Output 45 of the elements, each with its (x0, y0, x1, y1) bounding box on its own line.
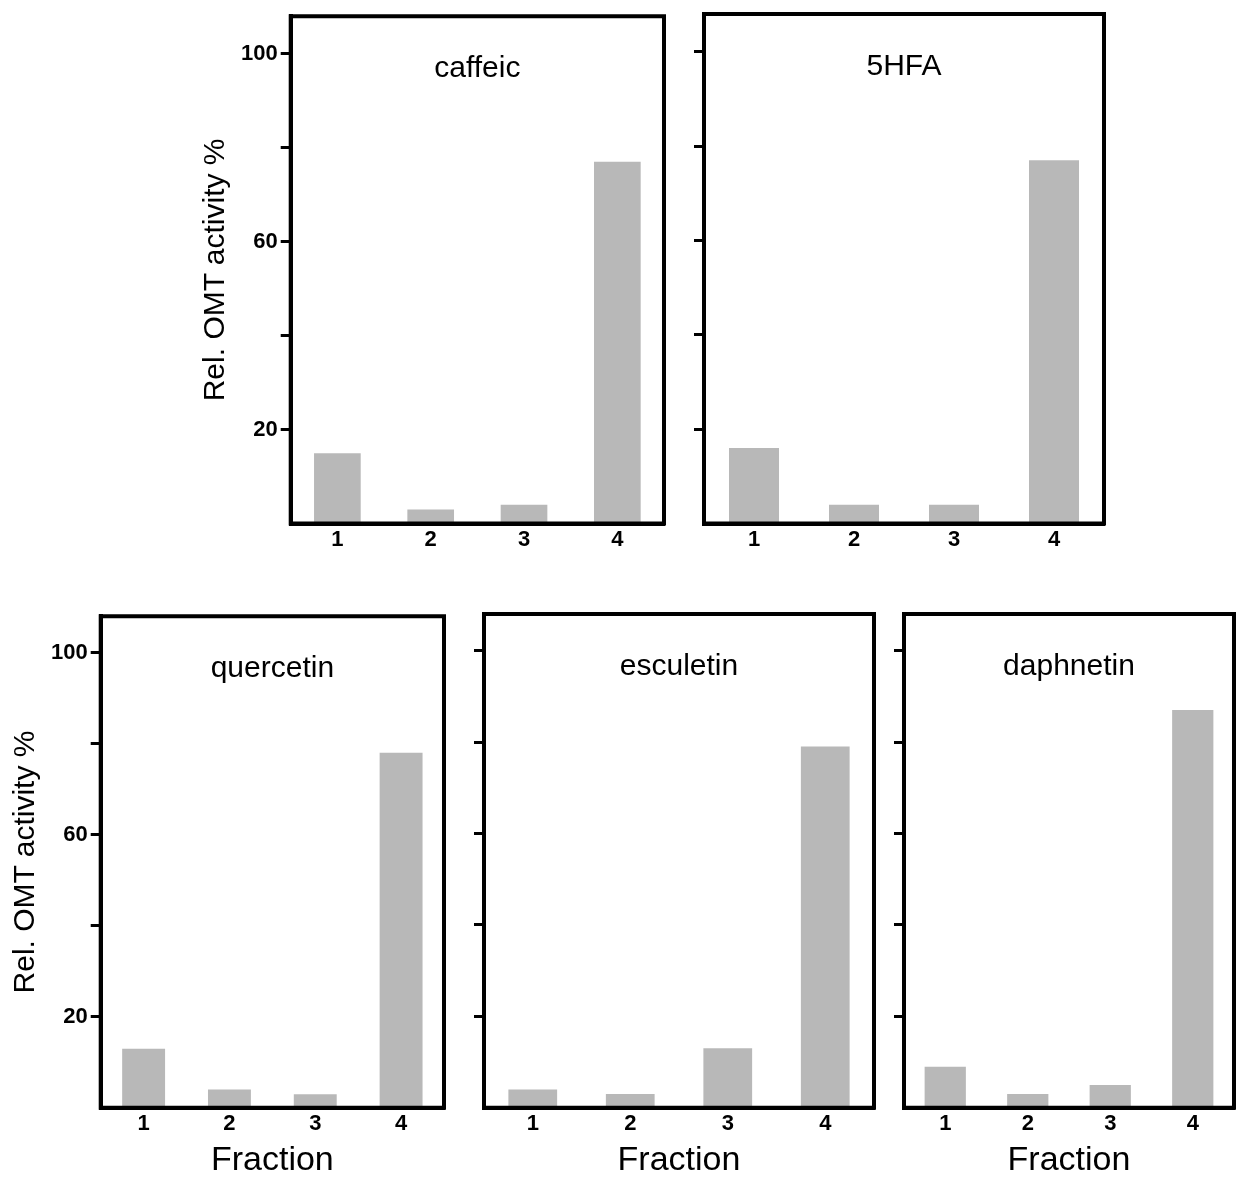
x-tick-label: 2 (223, 1110, 236, 1136)
y-tick-label: 20 (253, 415, 278, 441)
text: esculetin (619, 648, 739, 682)
x-axis-title: Fraction (617, 1138, 741, 1177)
x-axis-title: Fraction (1007, 1138, 1131, 1177)
bar (122, 1048, 166, 1108)
x-tick-label: 3 (721, 1110, 734, 1136)
bar (800, 746, 850, 1108)
text: quercetin (210, 650, 335, 684)
x-tick-label: 2 (624, 1110, 637, 1136)
x-tick-label: 1 (939, 1110, 952, 1136)
x-tick-label: 4 (1186, 1110, 1200, 1136)
text: daphnetin (1003, 648, 1135, 682)
bar (924, 1066, 966, 1108)
bar (379, 752, 423, 1108)
x-tick-label: 2 (847, 525, 861, 551)
x-tick-label: 3 (1104, 1110, 1117, 1136)
x-tick-label: 4 (819, 1110, 833, 1136)
x-tick-label: 2 (1021, 1110, 1034, 1136)
text: 5HFA (866, 48, 942, 82)
x-tick-label: 4 (394, 1110, 408, 1136)
x-tick-label: 3 (517, 525, 531, 551)
x-tick-label: 1 (137, 1110, 150, 1136)
x-tick-label: 1 (526, 1110, 539, 1136)
x-tick-label: 3 (947, 525, 961, 551)
x-axis-title: Fraction (210, 1138, 334, 1177)
y-tick-label: 100 (50, 638, 88, 664)
x-tick-label: 1 (747, 525, 761, 551)
y-tick-label: 100 (240, 39, 278, 65)
y-tick-label: 60 (253, 227, 278, 253)
y-tick-label: 60 (63, 820, 88, 846)
text: caffeic (434, 50, 521, 84)
x-tick-label: 3 (309, 1110, 322, 1136)
y-tick-label: 20 (63, 1002, 88, 1028)
bar (703, 1048, 753, 1108)
x-tick-label: 2 (424, 525, 437, 551)
bar (1089, 1084, 1131, 1108)
x-tick-label: 4 (611, 525, 625, 551)
x-tick-label: 4 (1047, 525, 1061, 551)
bar (314, 453, 361, 524)
y-axis-title: Rel. OMT activity % (197, 138, 231, 402)
y-axis-title: Rel. OMT activity % (7, 730, 41, 994)
bar (1172, 710, 1214, 1108)
x-tick-label: 1 (331, 525, 344, 551)
bar (594, 161, 641, 524)
